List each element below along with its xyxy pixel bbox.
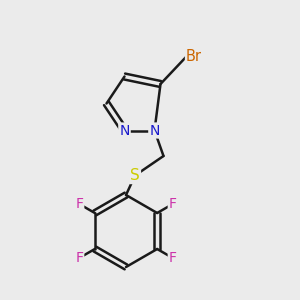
Text: F: F (75, 251, 83, 265)
Text: S: S (130, 168, 140, 183)
Text: F: F (75, 197, 83, 211)
Text: Br: Br (186, 50, 202, 64)
Text: F: F (169, 197, 177, 211)
Text: N: N (149, 124, 160, 137)
Text: F: F (169, 251, 177, 265)
Text: N: N (119, 124, 130, 137)
